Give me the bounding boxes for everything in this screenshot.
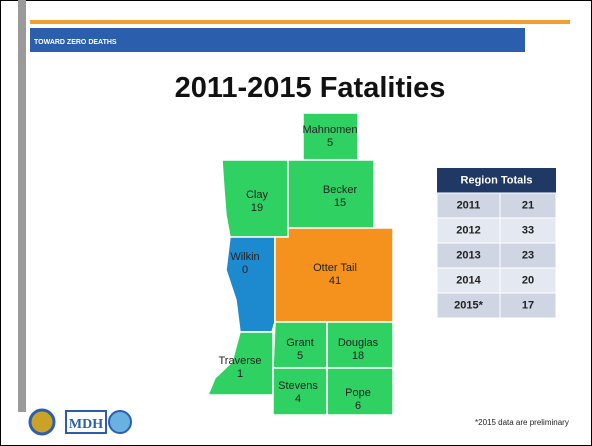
table-cell [499, 217, 557, 244]
table-value: 23 [522, 249, 534, 261]
dps-logo [108, 410, 132, 434]
table-value: 17 [522, 299, 534, 311]
side-bar [18, 0, 26, 412]
table-cell [499, 242, 557, 269]
county-name: Traverse [219, 355, 262, 367]
footnote: *2015 data are preliminary [475, 418, 569, 427]
county-value: 1 [237, 368, 243, 380]
county-value: 5 [297, 350, 303, 362]
county-value: 6 [355, 400, 361, 412]
logo: TOWARD ZERO DEATHS [34, 39, 117, 46]
county-name: Wilkin [230, 251, 259, 263]
table-header-bg [437, 168, 556, 193]
county-name: Grant [286, 337, 314, 349]
table-value: 20 [522, 274, 534, 286]
table-cell [436, 267, 501, 294]
county-name: Stevens [278, 380, 318, 392]
county [206, 331, 274, 396]
orange-rule [30, 20, 570, 24]
county-value: 5 [327, 137, 333, 149]
county [326, 367, 394, 416]
county-name: Mahnomen [302, 124, 357, 136]
table-cell [436, 217, 501, 244]
table-cell [436, 292, 501, 319]
county-value: 4 [295, 393, 301, 405]
table-year: 2015* [454, 299, 483, 311]
blue-bar [30, 28, 525, 52]
table-value: 33 [522, 224, 534, 236]
county-name: Douglas [338, 337, 379, 349]
table-header: Region Totals [461, 174, 533, 186]
county-value: 15 [334, 197, 346, 209]
mdh-logo: MDH [69, 417, 103, 432]
county-name: Clay [246, 189, 269, 201]
county-value: 0 [242, 264, 248, 276]
county-name: Otter Tail [313, 262, 357, 274]
mdh-box [65, 410, 107, 434]
seal [28, 408, 56, 436]
table-year: 2014 [456, 274, 481, 286]
county-name: Becker [323, 184, 358, 196]
county-name: Pope [345, 387, 371, 399]
table-cell [499, 292, 557, 319]
table-year: 2013 [456, 249, 480, 261]
county-value: 19 [251, 202, 263, 214]
title: 2011-2015 Fatalities [175, 72, 446, 104]
county-value: 41 [329, 275, 341, 287]
table-value: 21 [522, 199, 534, 211]
county-value: 18 [352, 350, 364, 362]
map [206, 112, 394, 416]
table-year: 2012 [456, 224, 480, 236]
table-year: 2011 [457, 199, 481, 211]
